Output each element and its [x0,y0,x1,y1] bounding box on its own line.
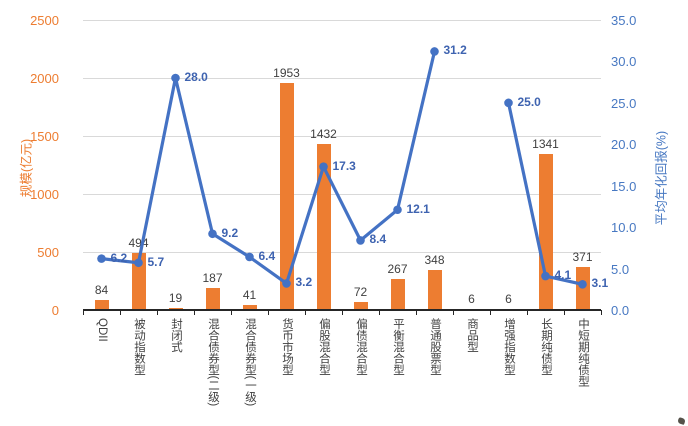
x-axis-tick [83,310,84,315]
line-value-label: 5.7 [147,254,165,269]
bar-value-label: 494 [128,235,149,250]
right-axis-tick-label: 20.0 [611,137,637,153]
bar-value-label: 19 [168,290,183,305]
bar-value-label: 187 [202,271,223,286]
line-value-label: 12.1 [406,201,430,216]
line-point [430,47,439,56]
x-axis-category-label: 封闭式 [170,318,182,353]
bar-value-label: 1432 [310,126,337,141]
line-point [356,236,365,245]
bar [575,266,590,310]
bar-value-label: 371 [572,249,593,264]
left-axis-tick-label: 2000 [30,71,59,86]
x-axis-category-label: 混合债券型(二级) [207,318,219,407]
bar-value-label: 84 [94,283,109,298]
bar [279,83,294,310]
right-axis-tick-label: 25.0 [611,95,637,111]
bar-value-label: 1341 [532,137,559,152]
x-axis-tick [342,310,343,315]
bar [205,288,220,310]
gridline [83,251,601,253]
x-axis-tick [120,310,121,315]
x-axis-category-label: 偏债混合型 [355,318,367,376]
bar-value-label: 348 [424,252,445,267]
x-axis-tick [305,310,306,315]
line-point [245,252,254,262]
x-axis-tick [157,310,158,315]
line-point [504,98,513,108]
bar [353,301,368,310]
x-axis-tick [453,310,454,315]
line-value-label: 17.3 [332,158,356,173]
right-axis-tick-label: 10.0 [611,220,637,236]
bar-value-label: 41 [242,288,257,303]
bar-value-label: 1953 [273,66,300,81]
x-axis-category-label: 长期纯债型 [540,318,552,376]
x-axis-category-label: 被动指数型 [133,318,145,376]
bar [538,154,553,310]
left-axis-tick-label: 0 [51,303,59,318]
bar [242,305,257,310]
x-axis-category-label: 普通股票型 [429,318,441,376]
line-value-label: 3.1 [591,276,609,291]
x-axis-category-label: 平衡混合型 [392,318,404,376]
line-value-label: 6.4 [258,248,276,263]
line-point [97,254,106,263]
bar-value-label: 6 [505,292,512,307]
line-point [208,229,217,239]
x-axis-category-label: QDII [96,318,108,342]
x-axis-tick [416,310,417,315]
bar-value-label: 6 [468,292,475,307]
left-axis-tick-label: 2500 [30,13,59,28]
x-axis-tick [379,310,380,315]
x-axis-tick [527,310,528,315]
gridline [83,193,601,195]
x-axis-category-label: 偏股混合型 [318,318,330,376]
gridline [83,77,601,79]
right-axis-tick-label: 0.0 [611,303,630,318]
bar [427,269,442,310]
bar [316,143,331,310]
x-axis-category-label: 混合债券型(一级) [244,318,256,407]
bar [131,252,146,310]
line-value-label: 9.2 [221,225,239,240]
bar-value-label: 72 [353,284,368,299]
x-axis-category-label: 商品型 [466,318,478,353]
bar [94,300,109,310]
line-value-label: 31.2 [443,43,467,58]
right-axis-tick-label: 35.0 [611,13,637,28]
x-axis-category-label: 货币市场型 [281,318,293,376]
line-value-label: 6.2 [110,250,128,265]
x-axis-tick [268,310,269,315]
line-value-label: 3.2 [295,275,313,290]
x-axis-tick [231,310,232,315]
bar [390,279,405,310]
x-axis-category-label: 中短期纯债型 [577,318,589,387]
x-axis-tick [564,310,565,315]
bar [168,307,183,310]
corner-artifact [677,417,686,425]
x-axis-tick [601,310,602,315]
right-axis-tick-label: 5.0 [611,261,630,277]
line-point [393,205,402,215]
left-axis-tick-label: 1000 [30,187,59,202]
left-axis-tick-label: 1500 [30,129,59,144]
line-value-label: 8.4 [369,232,387,247]
x-axis-tick [194,310,195,315]
right-axis-tick-label: 15.0 [611,178,637,194]
gridline [83,19,601,21]
line-value-label: 25.0 [517,94,541,109]
right-axis-tick-label: 30.0 [611,54,637,70]
line-value-label: 28.0 [184,70,208,84]
x-axis-tick [490,310,491,315]
line-value-label: 4.1 [554,268,572,283]
x-axis-category-label: 增强指数型 [503,318,515,376]
left-axis-tick-label: 500 [37,245,59,260]
